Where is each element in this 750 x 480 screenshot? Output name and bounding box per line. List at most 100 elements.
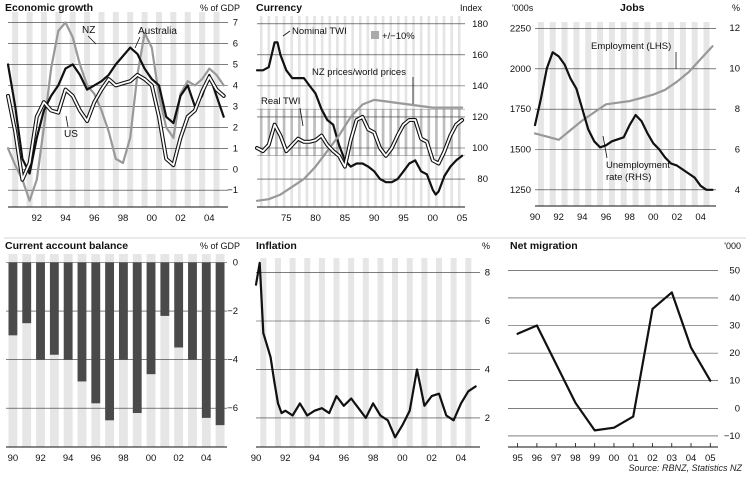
x-tick-label: 96	[90, 453, 101, 464]
bar-99	[132, 262, 142, 414]
bar-92	[36, 262, 45, 360]
background-stripe	[184, 12, 191, 207]
background-stripe	[260, 258, 267, 447]
chart-title: Currency	[256, 2, 302, 14]
series-label-employment: Employment (LHS)	[591, 41, 671, 52]
background-stripe	[585, 22, 592, 206]
x-tick-label: 05	[705, 453, 716, 464]
band-hatch	[389, 109, 393, 156]
background-stripe	[465, 258, 472, 447]
series-line-inflation	[254, 261, 477, 439]
background-stripe	[26, 12, 33, 207]
y-tick-label: 2	[485, 413, 490, 424]
series-label-real-twi: Real TWI	[261, 96, 300, 107]
background-stripe	[199, 12, 206, 207]
band-hatch	[313, 109, 316, 156]
x-tick-label: 00	[397, 453, 408, 464]
band-hatch	[336, 109, 339, 156]
series-line-nz	[6, 21, 225, 202]
x-tick-label: 98	[118, 213, 129, 224]
background-stripe	[691, 22, 698, 206]
background-stripe	[679, 22, 686, 206]
x-tick-label: 94	[60, 213, 71, 224]
series-line-australia	[6, 46, 225, 175]
band-legend-swatch	[371, 31, 379, 39]
band-hatch	[343, 109, 347, 156]
bar-03	[188, 262, 197, 360]
background-stripe	[668, 22, 675, 206]
bar-91	[22, 262, 32, 324]
band-hatch	[358, 109, 362, 156]
series-line-unemployment	[533, 51, 714, 191]
y-tick-label: 50	[729, 265, 740, 276]
background-stripe	[160, 254, 170, 447]
series-label-nz-prices: NZ prices/world prices	[312, 67, 406, 78]
background-stripe	[304, 258, 311, 447]
y-tick-label: −1	[227, 185, 238, 196]
y-tick-label: −10	[724, 431, 740, 442]
label-line: Unemployment	[606, 160, 670, 171]
chart-title: Economic growth	[5, 2, 93, 14]
x-tick-label: 04	[456, 453, 467, 464]
x-tick-label: 92	[280, 453, 291, 464]
y-tick-label-right: 6	[735, 144, 740, 155]
y-tick-label: 30	[729, 321, 740, 332]
background-stripe	[22, 254, 32, 447]
y-tick-label: 5	[233, 59, 238, 70]
y-tick-label: 6	[485, 316, 490, 327]
x-tick-label: 97	[551, 453, 562, 464]
background-stripe	[406, 258, 413, 447]
series-line-employment	[533, 45, 714, 141]
background-stripe	[549, 22, 556, 206]
chart-title: Current account balance	[5, 240, 128, 252]
y-tick-label: 0	[233, 257, 238, 268]
background-stripe	[333, 258, 340, 447]
bar-95	[77, 262, 87, 382]
y-tick-label: 4	[485, 364, 490, 375]
band-hatch	[267, 109, 271, 156]
bar-97	[105, 262, 115, 421]
unit-label: %	[482, 241, 490, 251]
x-tick-label: 04	[695, 212, 706, 223]
y-tick-label: −6	[227, 403, 238, 414]
x-tick-label: 85	[340, 213, 351, 224]
y-tick-label: 120	[472, 112, 488, 123]
background-stripe	[573, 22, 580, 206]
y-tick-label: 3	[233, 101, 238, 112]
band-hatch	[442, 109, 446, 156]
source-note: Source: RBNZ, Statistics NZ	[628, 463, 742, 473]
x-tick-label: 75	[281, 213, 292, 224]
y-tick-label-right: 10	[729, 64, 740, 75]
bar-01	[160, 262, 170, 316]
x-tick-label: 90	[369, 213, 380, 224]
x-tick-label: 98	[570, 453, 581, 464]
band-hatch	[412, 109, 415, 156]
band-hatch	[457, 109, 461, 156]
band-legend-label: +/−10%	[382, 31, 415, 42]
band-hatch	[305, 109, 309, 156]
y-tick-label: 0	[735, 403, 740, 414]
background-stripe	[597, 22, 604, 206]
unit-label: % of GDP	[200, 241, 240, 251]
y-tick-label: −4	[227, 355, 238, 366]
x-tick-label: 98	[368, 453, 379, 464]
background-stripe	[84, 12, 91, 207]
bar-00	[146, 262, 156, 375]
x-tick-label: 00	[147, 213, 158, 224]
bar-94	[63, 262, 73, 360]
unit-label-left: '000s	[512, 3, 534, 13]
background-stripe	[436, 258, 443, 447]
x-tick-label: 94	[577, 212, 588, 223]
background-stripe	[127, 12, 134, 207]
background-stripe	[392, 258, 399, 447]
background-stripe	[274, 258, 281, 447]
x-tick-label: 98	[624, 212, 635, 223]
background-stripe	[289, 258, 296, 447]
band-hatch	[328, 109, 332, 156]
y-tick-label-right: 8	[735, 104, 740, 115]
x-tick-label: 05	[457, 213, 468, 224]
background-stripe	[703, 22, 710, 206]
background-stripe	[450, 258, 457, 447]
